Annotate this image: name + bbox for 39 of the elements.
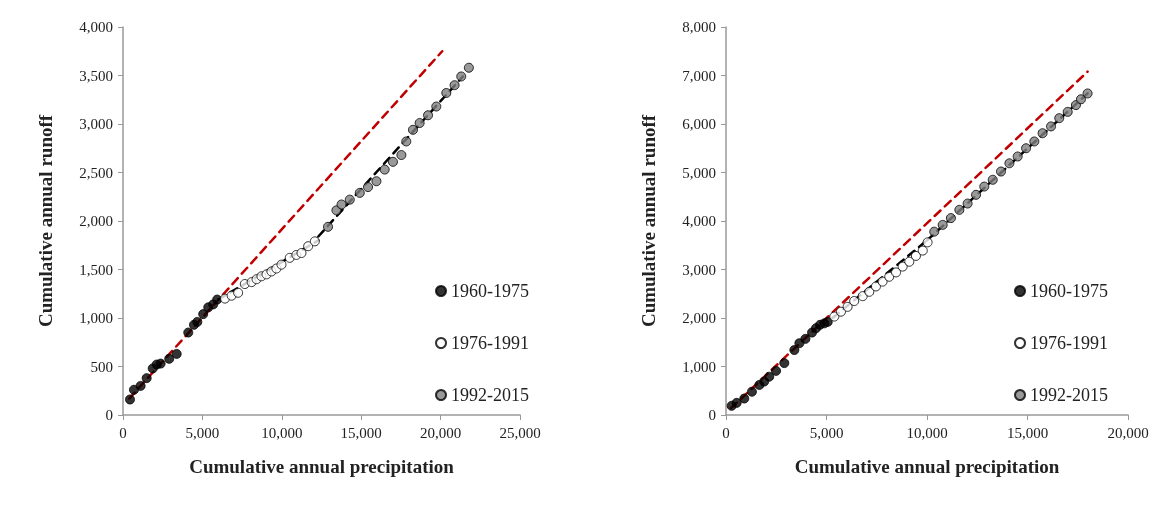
y-tick-label: 0: [105, 407, 113, 423]
y-tick-label: 1,000: [79, 310, 113, 326]
legend-label: 1992-2015: [451, 385, 530, 405]
y-tick-label: 500: [90, 358, 113, 375]
y-tick-label: 6,000: [682, 116, 716, 132]
y-tick-label: 7,000: [682, 67, 716, 84]
y-tick-label: 3,000: [79, 116, 113, 132]
y-tick-label: 0: [708, 407, 716, 423]
y-tick-label: 2,000: [79, 213, 113, 229]
y-tick-label: 1,000: [682, 358, 716, 375]
x-tick-label: 15,000: [340, 424, 382, 441]
y-tick-label: 4,000: [79, 19, 113, 35]
x-tick-label: 20,000: [419, 424, 462, 441]
y-tick-label: 4,000: [682, 213, 716, 229]
x-tick-label: 20,000: [1107, 424, 1149, 441]
y-tick-label: 1,500: [79, 261, 113, 278]
legend-label: 1976-1991: [451, 333, 530, 353]
x-tick-label: 10,000: [261, 424, 303, 441]
y-tick-label: 3,500: [79, 67, 113, 84]
y-tick-label: 2,500: [79, 164, 113, 181]
x-tick-label: 15,000: [1006, 424, 1049, 441]
legend-label: 1976-1991: [1030, 333, 1109, 353]
x-tick-label: 5,000: [809, 424, 844, 441]
x-tick-label: 25,000: [499, 424, 541, 441]
legend-label: 1992-2015: [1030, 385, 1109, 405]
x-tick-label: 0: [722, 424, 730, 441]
x-tick-label: 10,000: [906, 424, 948, 441]
legend-label: 1960-1975: [1030, 281, 1109, 301]
y-tick-label: 8,000: [682, 19, 716, 35]
legend-label: 1960-1975: [451, 281, 530, 301]
x-axis-title: Cumulative annual precipitation: [794, 456, 1060, 477]
y-tick-label: 3,000: [682, 261, 716, 278]
y-tick-label: 2,000: [682, 310, 716, 326]
x-axis-title: Cumulative annual precipitation: [189, 456, 455, 477]
x-tick-label: 0: [119, 424, 127, 441]
x-tick-label: 5,000: [185, 424, 220, 441]
y-axis-title: Cumulative annual runoff: [638, 114, 659, 328]
y-tick-label: 5,000: [682, 164, 716, 181]
y-axis-title: Cumulative annual runoff: [35, 114, 56, 328]
